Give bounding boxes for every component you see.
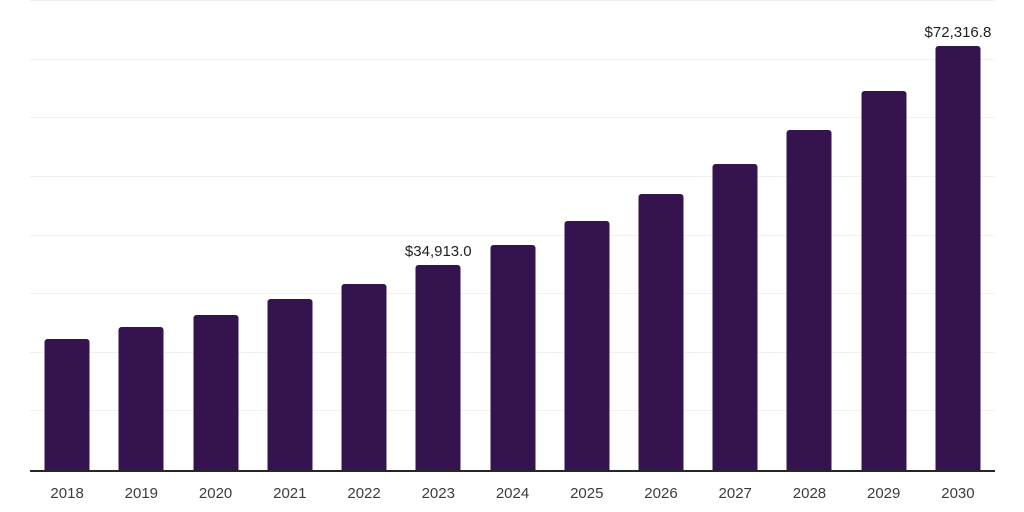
gridline: [30, 0, 995, 1]
bar: [861, 90, 907, 470]
bar-group: [253, 1, 327, 470]
plot-area: $34,913.0 $72,316.8: [30, 0, 995, 472]
bar-group: [772, 1, 846, 470]
gridline: [30, 234, 995, 236]
bar-group: [550, 1, 624, 470]
x-tick-label: 2023: [421, 485, 455, 502]
x-tick-label: 2030: [941, 485, 975, 502]
x-tick-label: 2025: [570, 485, 604, 502]
x-tick-label: 2022: [347, 485, 381, 502]
bar: [118, 326, 164, 470]
x-tick-label: 2021: [273, 485, 307, 502]
bar-group: [847, 1, 921, 470]
x-tick-label: 2019: [124, 485, 159, 502]
x-tick-label: 2024: [495, 485, 530, 502]
gridline: [30, 58, 995, 60]
bar: [490, 244, 536, 470]
bar-group: [327, 1, 401, 470]
x-tick-label: 2026: [644, 485, 678, 502]
x-tick-label: 2029: [867, 485, 901, 502]
bar-group: [698, 1, 772, 470]
bar-group: [178, 1, 252, 470]
bar-group: [475, 1, 549, 470]
x-tick-label: 2028: [792, 485, 827, 502]
bar-group: $34,913.0: [401, 1, 475, 470]
bar: [193, 314, 239, 470]
x-tick-label: 2027: [718, 485, 752, 502]
bar: [564, 220, 610, 470]
bar: [44, 339, 90, 470]
x-tick-label: 2018: [50, 485, 84, 502]
bar-group: [30, 1, 104, 470]
bar: [638, 194, 684, 470]
bar: [267, 299, 313, 470]
bar-group: $72,316.8: [921, 1, 995, 470]
bar-value-label: $34,913.0: [404, 243, 472, 261]
bar: [341, 283, 387, 470]
bar-group: [104, 1, 178, 470]
bar: [415, 265, 461, 470]
bar: [712, 163, 758, 470]
x-axis: 2018 2019 2020 2021 2022 2023 2024 2025 2026 2027…: [30, 472, 995, 502]
bars: $34,913.0 $72,316.8: [30, 1, 995, 470]
bar-group: [624, 1, 698, 470]
bar-value-label: $72,316.8: [924, 24, 992, 42]
bar: [786, 129, 832, 470]
bar: [935, 46, 981, 470]
gridline: [30, 175, 995, 177]
gridline: [30, 117, 995, 119]
x-tick-label: 2020: [198, 485, 233, 502]
